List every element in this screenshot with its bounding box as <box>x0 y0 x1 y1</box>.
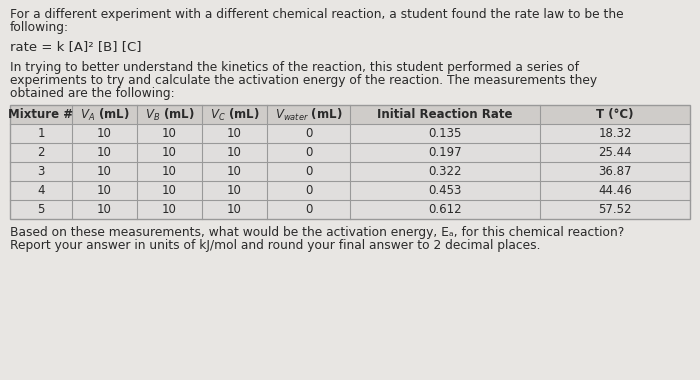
Text: 44.46: 44.46 <box>598 184 632 197</box>
Text: 57.52: 57.52 <box>598 203 631 216</box>
Text: 10: 10 <box>227 203 242 216</box>
Text: 0.197: 0.197 <box>428 146 462 159</box>
Text: $V_C$ (mL): $V_C$ (mL) <box>210 106 259 122</box>
Text: following:: following: <box>10 22 69 35</box>
Text: 0.453: 0.453 <box>428 184 462 197</box>
Text: $V_A$ (mL): $V_A$ (mL) <box>80 106 130 122</box>
Text: 10: 10 <box>162 184 177 197</box>
Bar <box>10 105 690 124</box>
Text: 25.44: 25.44 <box>598 146 632 159</box>
Text: 36.87: 36.87 <box>598 165 631 178</box>
Text: 0.322: 0.322 <box>428 165 462 178</box>
Bar <box>10 181 690 200</box>
Text: 0: 0 <box>304 146 312 159</box>
Text: 10: 10 <box>162 165 177 178</box>
Text: 0.135: 0.135 <box>428 127 462 140</box>
Text: 10: 10 <box>227 184 242 197</box>
Text: 10: 10 <box>162 146 177 159</box>
Text: 10: 10 <box>227 146 242 159</box>
Text: Based on these measurements, what would be the activation energy, Eₐ, for this c: Based on these measurements, what would … <box>10 226 624 239</box>
Text: obtained are the following:: obtained are the following: <box>10 87 174 100</box>
Text: 10: 10 <box>162 127 177 140</box>
Text: 10: 10 <box>162 203 177 216</box>
Text: Report your answer in units of kJ/mol and round your final answer to 2 decimal p: Report your answer in units of kJ/mol an… <box>10 239 540 252</box>
Text: 10: 10 <box>227 127 242 140</box>
Text: 0: 0 <box>304 203 312 216</box>
Text: 10: 10 <box>97 203 112 216</box>
Text: experiments to try and calculate the activation energy of the reaction. The meas: experiments to try and calculate the act… <box>10 74 597 87</box>
Text: Mixture #: Mixture # <box>8 108 74 121</box>
Text: For a different experiment with a different chemical reaction, a student found t: For a different experiment with a differ… <box>10 8 624 21</box>
Bar <box>10 143 690 162</box>
Text: 18.32: 18.32 <box>598 127 631 140</box>
Text: 0: 0 <box>304 184 312 197</box>
Bar <box>10 105 690 219</box>
Text: 4: 4 <box>37 184 45 197</box>
Bar <box>10 200 690 219</box>
Text: 10: 10 <box>97 165 112 178</box>
Text: T (°C): T (°C) <box>596 108 634 121</box>
Text: In trying to better understand the kinetics of the reaction, this student perfor: In trying to better understand the kinet… <box>10 60 579 73</box>
Text: 10: 10 <box>97 184 112 197</box>
Bar <box>10 162 690 181</box>
Text: $V_B$ (mL): $V_B$ (mL) <box>145 106 195 122</box>
Text: Initial Reaction Rate: Initial Reaction Rate <box>377 108 512 121</box>
Text: $V_{water}$ (mL): $V_{water}$ (mL) <box>275 106 342 122</box>
Text: 10: 10 <box>97 127 112 140</box>
Text: rate = k [A]² [B] [C]: rate = k [A]² [B] [C] <box>10 40 141 53</box>
Text: 1: 1 <box>37 127 45 140</box>
Text: 10: 10 <box>227 165 242 178</box>
Text: 3: 3 <box>37 165 45 178</box>
Text: 2: 2 <box>37 146 45 159</box>
Text: 0: 0 <box>304 127 312 140</box>
Text: 0.612: 0.612 <box>428 203 462 216</box>
Text: 0: 0 <box>304 165 312 178</box>
Text: 5: 5 <box>37 203 45 216</box>
Bar <box>10 124 690 143</box>
Text: 10: 10 <box>97 146 112 159</box>
